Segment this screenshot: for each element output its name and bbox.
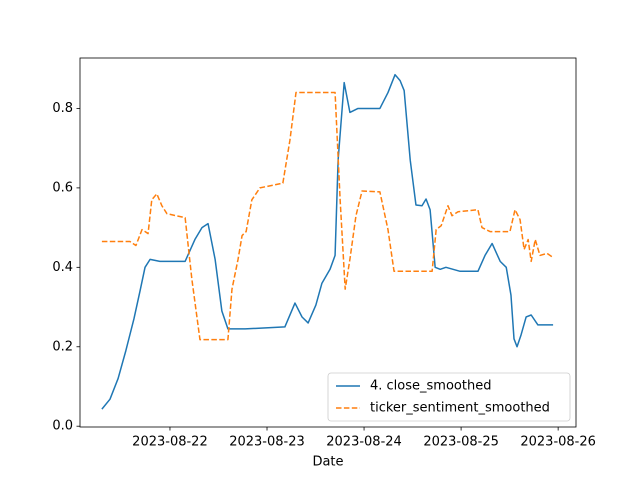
legend-label: 4. close_smoothed (370, 379, 491, 394)
x-axis-label: Date (312, 455, 343, 470)
legend: 4. close_smoothed ticker_sentiment_smooth… (327, 372, 571, 422)
x-tick-label: 2023-08-23 (229, 435, 305, 450)
y-tick-label: 0.8 (52, 101, 73, 116)
x-tick-label: 2023-08-25 (423, 435, 499, 450)
x-tick-label: 2023-08-22 (132, 435, 208, 450)
y-tick-label: 0.0 (52, 419, 73, 434)
plot-frame (79, 57, 577, 428)
y-tick-label: 0.4 (52, 260, 73, 275)
y-tick-label: 0.6 (52, 180, 73, 195)
legend-label: ticker_sentiment_smoothed (370, 401, 550, 416)
legend-box (327, 372, 571, 422)
y-tick-label: 0.2 (52, 339, 73, 354)
x-tick-label: 2023-08-24 (326, 435, 402, 450)
x-tick-label: 2023-08-26 (520, 435, 596, 450)
series-line (101, 91, 554, 341)
